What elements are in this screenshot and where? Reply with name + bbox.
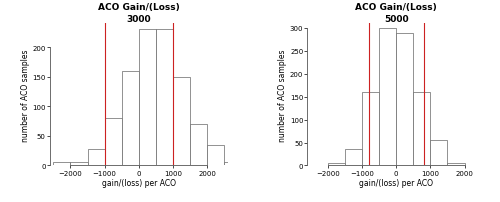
Bar	[328, 163, 345, 166]
X-axis label: gain/(loss) per ACO: gain/(loss) per ACO	[359, 179, 433, 187]
Bar	[190, 124, 207, 166]
Bar	[54, 163, 70, 166]
Bar	[88, 149, 104, 166]
Bar	[139, 30, 156, 166]
Bar	[345, 150, 362, 166]
Bar	[156, 30, 173, 166]
Bar	[207, 145, 224, 166]
Bar	[379, 29, 396, 166]
Title: ACO Gain/(Loss)
3000: ACO Gain/(Loss) 3000	[98, 3, 180, 23]
Bar	[122, 71, 139, 166]
Bar	[104, 119, 122, 166]
X-axis label: gain/(loss) per ACO: gain/(loss) per ACO	[102, 179, 176, 187]
Title: ACO Gain/(Loss)
5000: ACO Gain/(Loss) 5000	[356, 3, 437, 23]
Bar	[362, 93, 379, 166]
Y-axis label: number of ACO samples: number of ACO samples	[20, 49, 30, 141]
Bar	[448, 163, 464, 166]
Bar	[224, 163, 241, 166]
Y-axis label: number of ACO samples: number of ACO samples	[278, 49, 287, 141]
Bar	[414, 93, 430, 166]
Bar	[396, 33, 413, 166]
Bar	[430, 141, 448, 166]
Bar	[173, 77, 190, 166]
Bar	[70, 163, 88, 166]
